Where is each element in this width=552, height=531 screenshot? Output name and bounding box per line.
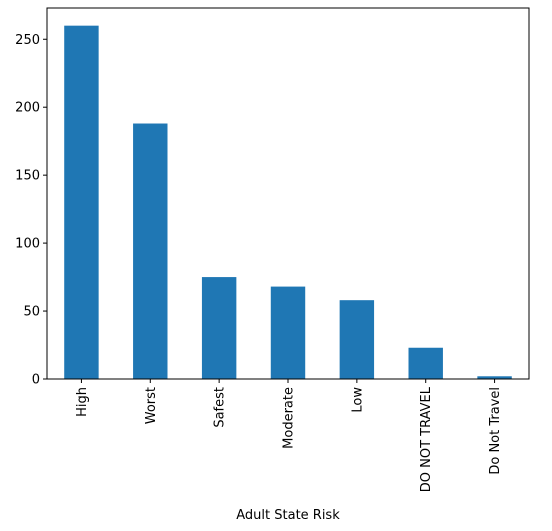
bar-low (339, 300, 375, 379)
x-tick-label: DO NOT TRAVEL (419, 386, 434, 492)
bar-moderate (270, 286, 306, 379)
y-tick-label: 150 (15, 169, 40, 184)
x-tick-label: Low (350, 387, 365, 413)
x-axis-ticks: High Worst Safest Moderate Low DO NOT TRAVEL D… (75, 379, 503, 492)
bar-safest (201, 277, 237, 379)
x-tick-label: Worst (144, 387, 159, 424)
y-tick-label: 100 (15, 237, 40, 252)
x-tick-label: High (75, 387, 90, 417)
x-tick-label: Do Not Travel (488, 387, 503, 475)
y-tick-label: 0 (32, 373, 40, 388)
bar-high (64, 25, 99, 380)
bar-worst (133, 123, 168, 379)
bar-do-not-travel (408, 347, 443, 379)
x-tick-label: Safest (213, 387, 228, 428)
y-tick-label: 250 (15, 33, 40, 48)
x-tick-label: Moderate (282, 387, 297, 449)
bars-group (64, 25, 512, 380)
y-axis-ticks: 0 50 100 150 200 250 (15, 33, 47, 388)
plot-frame (46, 7, 530, 380)
x-axis-label: Adult State Risk (236, 508, 340, 523)
bar-do-not-travel (477, 376, 512, 379)
y-tick-label: 200 (15, 101, 40, 116)
y-tick-label: 50 (23, 305, 40, 320)
